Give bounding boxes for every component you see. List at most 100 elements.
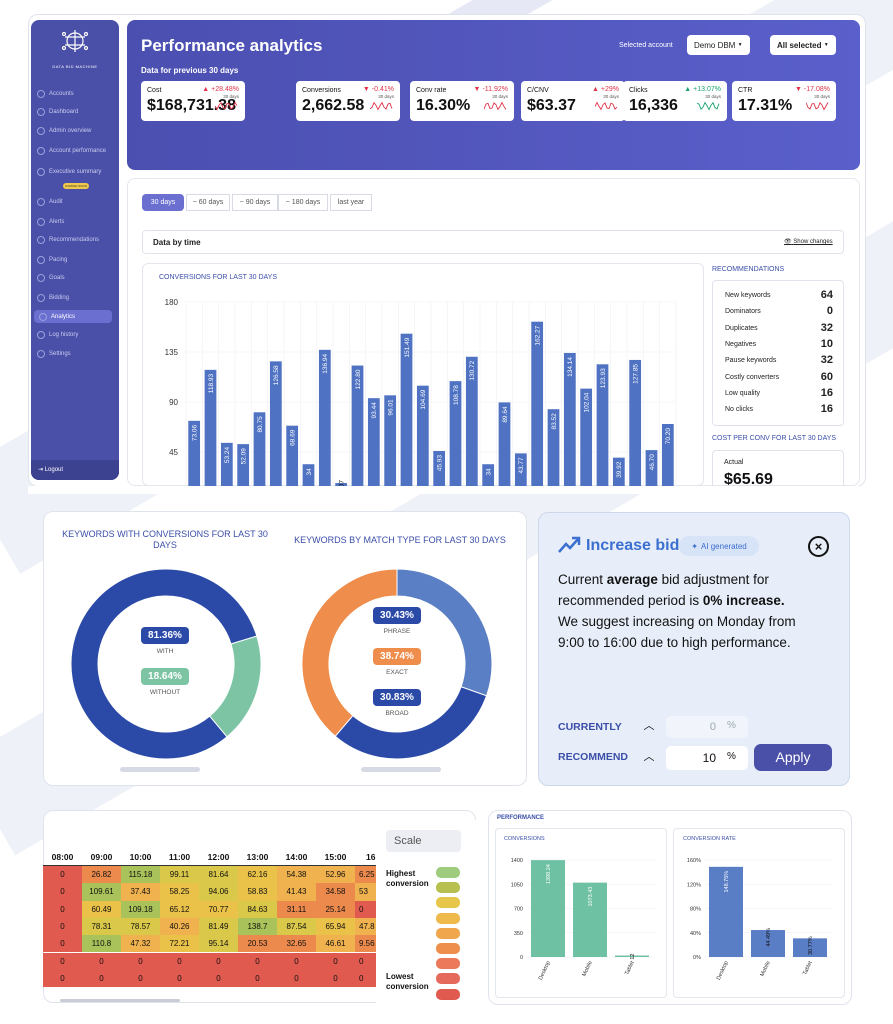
heatmap-cell[interactable]: 58.83 <box>238 883 277 901</box>
heatmap-cell[interactable]: 95.14 <box>199 935 238 953</box>
heatmap-cell[interactable]: 40.26 <box>160 917 199 936</box>
heatmap-cell[interactable]: 62.16 <box>238 866 277 884</box>
scrollbar[interactable] <box>120 767 200 772</box>
heatmap-cell[interactable]: 60.49 <box>82 900 121 918</box>
sidebar-item-accounts[interactable]: Accounts <box>37 90 74 98</box>
heatmap-cell[interactable]: 34.58 <box>316 883 355 901</box>
recommendation-row[interactable]: New keywords 64 <box>725 289 833 301</box>
filter-select[interactable]: All selected ▼ <box>770 35 836 55</box>
heatmap-cell[interactable]: 78.57 <box>121 917 160 936</box>
sidebar-item-alerts[interactable]: Alerts <box>37 218 64 226</box>
heatmap-cell[interactable]: 25.14 <box>316 900 355 918</box>
heatmap-cell[interactable]: 0 <box>238 952 277 970</box>
kpi-card-clicks[interactable]: Clicks 16,336 ▲ +13.07% 30 days <box>623 81 727 121</box>
heatmap-cell[interactable]: 65.94 <box>316 917 355 936</box>
heatmap-cell[interactable]: 0 <box>355 952 376 970</box>
heatmap-cell[interactable]: 6.25 <box>355 866 376 884</box>
heatmap-cell[interactable]: 70.77 <box>199 900 238 918</box>
heatmap-cell[interactable]: 109.18 <box>121 900 160 918</box>
range-tab-4[interactable]: last year <box>330 194 372 211</box>
heatmap-cell[interactable]: 53 <box>355 883 376 901</box>
close-icon[interactable]: × <box>808 536 829 557</box>
recommendation-row[interactable]: Costly converters 60 <box>725 371 833 383</box>
heatmap-cell[interactable]: 0 <box>43 900 82 918</box>
heatmap-cell[interactable]: 0 <box>121 952 160 970</box>
kpi-card-c-cnv[interactable]: C/CNV $63.37 ▲ +29% 30 days <box>521 81 625 121</box>
heatmap-cell[interactable]: 58.25 <box>160 883 199 901</box>
heatmap-cell[interactable]: 0 <box>43 952 82 970</box>
heatmap-cell[interactable]: 94.06 <box>199 883 238 901</box>
account-select[interactable]: Demo DBM ▼ <box>687 35 750 55</box>
heatmap-cell[interactable]: 52.96 <box>316 866 355 884</box>
heatmap-cell[interactable]: 0 <box>43 917 82 936</box>
heatmap-cell[interactable]: 0 <box>82 969 121 988</box>
heatmap-cell[interactable]: 47.8 <box>355 917 376 936</box>
sidebar-item-dashboard[interactable]: Dashboard <box>37 108 78 116</box>
recommendation-row[interactable]: Low quality 16 <box>725 387 833 399</box>
heatmap-cell[interactable]: 65.12 <box>160 900 199 918</box>
sidebar-item-recommendations[interactable]: Recommendations <box>37 236 99 244</box>
heatmap-cell[interactable]: 81.49 <box>199 917 238 936</box>
heatmap-cell[interactable]: 31.11 <box>277 900 316 918</box>
heatmap-cell[interactable]: 0 <box>43 883 82 901</box>
heatmap-cell[interactable]: 0 <box>277 969 316 988</box>
recommendation-row[interactable]: Pause keywords 32 <box>725 354 833 366</box>
heatmap-cell[interactable]: 0 <box>199 969 238 988</box>
heatmap-cell[interactable]: 47.32 <box>121 935 160 953</box>
kpi-card-conversions[interactable]: Conversions 2,662.58 ▼ -0.41% 30 days <box>296 81 400 121</box>
chevron-up-icon[interactable]: ︿ <box>638 716 660 736</box>
heatmap-cell[interactable]: 0 <box>160 969 199 988</box>
heatmap-cell[interactable]: 54.38 <box>277 866 316 884</box>
heatmap-cell[interactable]: 0 <box>43 866 82 884</box>
heatmap-cell[interactable]: 0 <box>316 952 355 970</box>
chevron-up-icon[interactable]: ︿ <box>643 751 655 763</box>
show-changes-link[interactable]: 👁 Show changes <box>784 238 833 245</box>
recommendation-row[interactable]: Duplicates 32 <box>725 322 833 334</box>
sidebar-item-analytics[interactable]: Analytics <box>34 310 112 323</box>
heatmap-cell[interactable]: 0 <box>355 969 376 988</box>
recommendation-row[interactable]: Negatives 10 <box>725 338 833 350</box>
heatmap-cell[interactable]: 0 <box>121 969 160 988</box>
heatmap-cell[interactable]: 32.65 <box>277 935 316 953</box>
logout-button[interactable]: ⇥ Logout <box>38 467 64 473</box>
heatmap-cell[interactable]: 84.63 <box>238 900 277 918</box>
scrollbar[interactable] <box>60 999 180 1002</box>
heatmap-cell[interactable]: 87.54 <box>277 917 316 936</box>
recommendation-row[interactable]: Dominators 0 <box>725 305 833 317</box>
heatmap-cell[interactable]: 110.8 <box>82 935 121 953</box>
range-tab-2[interactable]: ~ 90 days <box>232 194 278 211</box>
heatmap-cell[interactable]: 0 <box>43 969 82 988</box>
heatmap-cell[interactable]: 0 <box>199 952 238 970</box>
heatmap-cell[interactable]: 46.61 <box>316 935 355 953</box>
heatmap-cell[interactable]: 0 <box>160 952 199 970</box>
range-tab-1[interactable]: ~ 60 days <box>186 194 230 211</box>
heatmap-cell[interactable]: 0 <box>238 969 277 988</box>
heatmap-cell[interactable]: 72.21 <box>160 935 199 953</box>
heatmap-cell[interactable]: 78.31 <box>82 917 121 936</box>
heatmap-cell[interactable]: 138.7 <box>238 917 277 936</box>
heatmap-cell[interactable]: 115.18 <box>121 866 160 884</box>
sidebar-item-account-performance[interactable]: Account performance <box>37 147 106 155</box>
heatmap-cell[interactable]: 41.43 <box>277 883 316 901</box>
heatmap-cell[interactable]: 0 <box>316 969 355 988</box>
sidebar-item-audit[interactable]: Audit <box>37 198 63 206</box>
range-tab-0[interactable]: 30 days <box>142 194 184 211</box>
scrollbar[interactable] <box>361 767 441 772</box>
sidebar-item-admin-overview[interactable]: Admin overview <box>37 127 91 135</box>
currently-input[interactable]: 0 <box>666 716 748 738</box>
heatmap-cell[interactable]: 9.56 <box>355 935 376 953</box>
sidebar-item-log-history[interactable]: Log history <box>37 331 78 339</box>
range-tab-3[interactable]: ~ 180 days <box>278 194 328 211</box>
heatmap-cell[interactable]: 109.61 <box>82 883 121 901</box>
heatmap-cell[interactable]: 26.82 <box>82 866 121 884</box>
sidebar-item-pacing[interactable]: Pacing <box>37 256 67 264</box>
heatmap-cell[interactable]: 0 <box>355 900 376 918</box>
kpi-card-ctr[interactable]: CTR 17.31% ▼ -17.08% 30 days <box>732 81 836 121</box>
kpi-card-cost[interactable]: Cost $168,731.38 ▲ +28.48% 30 days <box>141 81 245 121</box>
kpi-card-conv-rate[interactable]: Conv rate 16.30% ▼ -11.92% 30 days <box>410 81 514 121</box>
heatmap-cell[interactable]: 99.11 <box>160 866 199 884</box>
apply-button[interactable]: Apply <box>754 744 832 771</box>
heatmap-cell[interactable]: 37.43 <box>121 883 160 901</box>
heatmap-cell[interactable]: 0 <box>43 935 82 953</box>
heatmap-cell[interactable]: 81.64 <box>199 866 238 884</box>
